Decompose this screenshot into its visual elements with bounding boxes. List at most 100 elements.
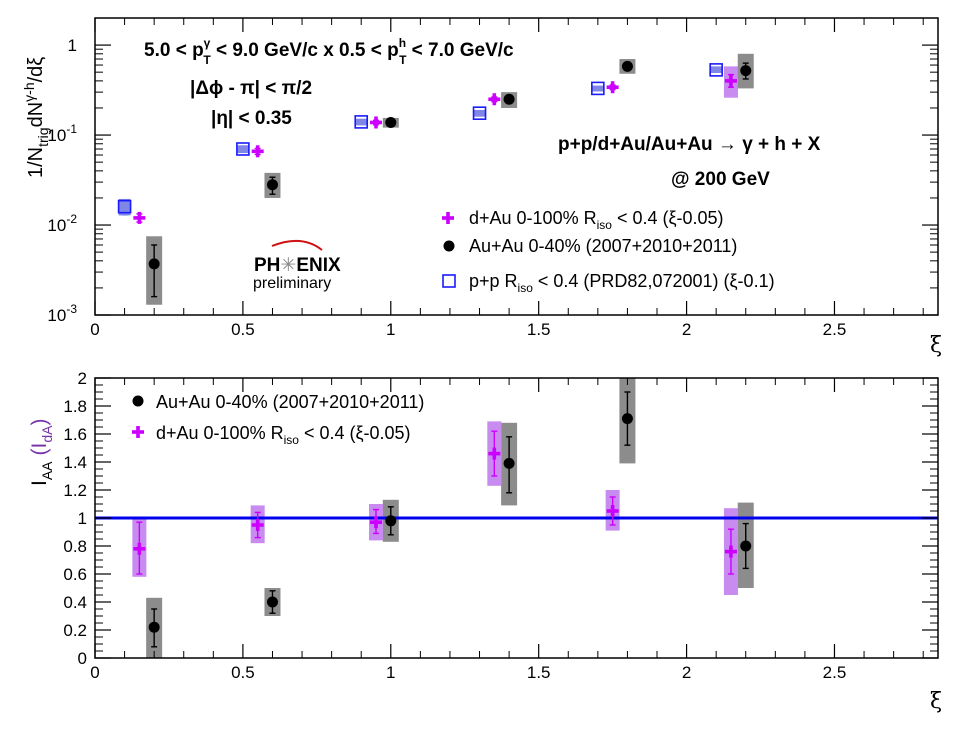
bottom-y-tick-label: 0.2 <box>63 621 87 640</box>
logo-arc <box>271 239 323 251</box>
data-point-cross <box>606 505 619 517</box>
data-point-circle <box>621 413 633 425</box>
bottom-y-tick-label: 0.4 <box>63 593 87 612</box>
sys-error-box-square <box>591 85 604 92</box>
bottom-legend: Au+Au 0-40% (2007+2010+2011) d+Au 0-100%… <box>132 392 424 447</box>
bottom-y-tick-label: 0.8 <box>63 537 87 556</box>
cross-horizontal <box>724 79 737 83</box>
data-point-cross <box>724 545 737 558</box>
top-x-tick-label: 0.5 <box>231 320 255 339</box>
cross-horizontal <box>370 120 382 125</box>
top-y-axis-label: 1/NtrigdNγ-h/dξ <box>21 57 51 178</box>
cross-horizontal <box>251 149 264 154</box>
sys-error-box-square <box>236 145 249 154</box>
data-point-cross <box>488 93 501 106</box>
bottom-legend-entry-auau: Au+Au 0-40% (2007+2010+2011) <box>156 392 424 412</box>
bottom-y-tick-label: 0 <box>78 649 87 668</box>
process-label: p+p/d+Au/Au+Au → γ + h + X <box>558 134 821 155</box>
top-points-layer <box>117 60 752 298</box>
top-panel: 0 0.5 1 1.5 2 2.5 10-3 10-2 10-1 1 1/NtrigdNγ-h/d… <box>21 17 942 358</box>
cross-horizontal <box>251 523 264 527</box>
legend-marker-square <box>442 274 456 288</box>
data-point-circle <box>385 515 397 527</box>
kinematics-label: 5.0 < pγ T < 9.0 GeV/c x 0.5 < ph T < 7.0 … <box>144 36 514 67</box>
top-x-tick-label: 1 <box>386 320 395 339</box>
top-ticks: 0 0.5 1 1.5 2 2.5 10-3 10-2 10-1 1 <box>47 17 938 339</box>
data-point-cross <box>133 211 146 224</box>
data-point-circle <box>503 457 515 469</box>
legend-marker-circle <box>132 395 144 407</box>
bot-x-tick-label: 2.5 <box>823 663 847 682</box>
top-x-tick-label: 2 <box>682 320 691 339</box>
bottom-points-layer <box>133 391 752 648</box>
legend-marker-cross <box>132 426 144 438</box>
data-point-square <box>472 106 487 120</box>
data-point-circle <box>266 179 278 191</box>
top-legend-entry-auau: Au+Au 0-40% (2007+2010+2011) <box>469 236 737 256</box>
phenix-logo: PH✳ENIX preliminary <box>253 239 341 292</box>
bottom-y-tick-label: 1.8 <box>63 397 87 416</box>
cross-horizontal <box>606 85 619 90</box>
cross-horizontal <box>133 547 146 551</box>
sys-error-box-square <box>710 66 723 73</box>
bottom-sys-layer <box>132 378 754 658</box>
sys-error-box-square <box>355 118 368 126</box>
logo-preliminary: preliminary <box>253 275 331 292</box>
top-y-tick-label: 10-1 <box>47 122 77 145</box>
bottom-y-tick-label: 1.6 <box>63 425 87 444</box>
top-y-tick-label: 1 <box>68 36 77 55</box>
data-point-cross <box>251 145 264 158</box>
bottom-y-tick-label: 2 <box>78 369 87 388</box>
top-x-tick-label: 2.5 <box>823 320 847 339</box>
bottom-y-tick-label: 0.6 <box>63 565 87 584</box>
top-x-tick-label: 1.5 <box>527 320 551 339</box>
top-legend-entry-dau: d+Au 0-100% Riso < 0.4 (ξ-0.05) <box>469 208 724 232</box>
top-y-tick-label: 10-3 <box>47 302 77 325</box>
bot-x-tick-label: 1.5 <box>527 663 551 682</box>
data-point-circle <box>740 540 752 552</box>
bottom-x-axis-label: ξ <box>930 689 942 714</box>
data-point-cross <box>370 516 382 529</box>
data-point-circle <box>621 60 633 72</box>
bottom-y-tick-label: 1.4 <box>63 453 87 472</box>
bottom-legend-entry-dau: d+Au 0-100% Riso < 0.4 (ξ-0.05) <box>156 423 411 447</box>
cross-horizontal <box>370 520 382 524</box>
data-point-cross <box>133 542 146 555</box>
top-legend: d+Au 0-100% Riso < 0.4 (ξ-0.05) Au+Au 0-… <box>442 208 775 295</box>
data-point-square <box>236 142 250 156</box>
data-point-square <box>117 199 132 214</box>
cross-horizontal <box>488 97 501 102</box>
top-x-axis-label: ξ <box>930 333 942 358</box>
energy-label: @ 200 GeV <box>671 169 770 190</box>
data-point-cross <box>370 116 382 129</box>
bottom-y-tick-label: 1 <box>78 509 87 528</box>
logo-text: PH✳ENIX <box>254 255 341 276</box>
top-y-tick-label: 10-2 <box>47 212 77 235</box>
data-point-cross <box>606 81 619 94</box>
data-point-square <box>709 63 723 77</box>
bot-x-tick-label: 0 <box>90 663 99 682</box>
bottom-ticks: 0 0.5 1 1.5 2 2.5 0 0.2 0.4 0.6 0.8 1 1.2 1.4 1.6 1.8 2 <box>63 369 938 682</box>
legend-marker-circle <box>443 240 455 252</box>
data-point-circle <box>740 65 752 77</box>
top-plot-frame <box>94 17 939 316</box>
bottom-y-tick-label: 1.2 <box>63 481 87 500</box>
top-x-tick-label: 0 <box>90 320 99 339</box>
data-point-circle <box>503 93 515 105</box>
sys-error-box-square <box>473 109 486 117</box>
data-point-circle <box>385 116 397 128</box>
bottom-y-axis-label: IAA(IdA) <box>28 419 55 486</box>
bot-x-tick-label: 0.5 <box>231 663 255 682</box>
delta-phi-cut: |Δϕ - π| < π/2 <box>190 78 312 99</box>
bot-x-tick-label: 2 <box>682 663 691 682</box>
bottom-panel: 0 0.5 1 1.5 2 2.500.20.40.60.811.21.41.61.82 … <box>28 369 942 714</box>
legend-marker-cross <box>442 212 454 224</box>
data-point-cross <box>488 447 501 460</box>
top-legend-entry-pp: p+p Riso < 0.4 (PRD82,072001) (ξ-0.1) <box>469 271 775 295</box>
data-point-cross <box>724 74 737 87</box>
cross-horizontal <box>488 451 501 456</box>
data-point-circle <box>148 258 160 270</box>
data-point-circle <box>266 596 278 608</box>
data-point-square <box>354 115 369 129</box>
